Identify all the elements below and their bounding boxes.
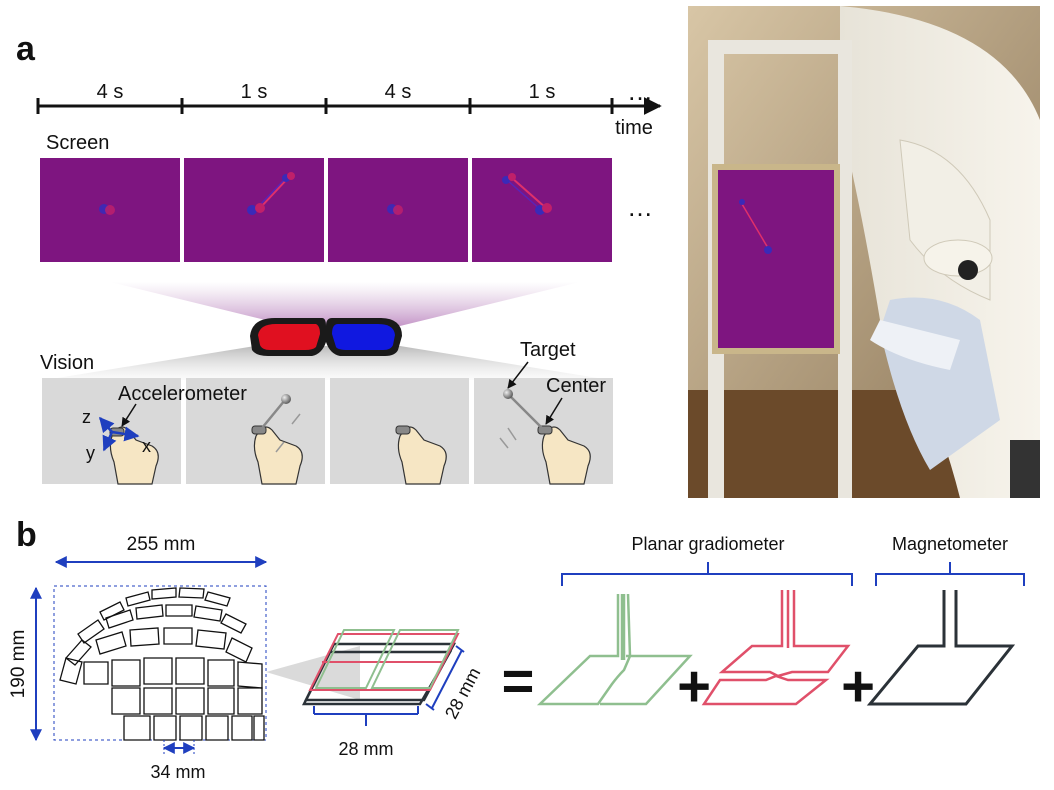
panel-letter-b: b [16, 516, 37, 554]
axis-y-label: y [86, 443, 95, 463]
zoom-wedge [266, 646, 360, 700]
plus-sign: + [841, 654, 875, 719]
helmet-sensor-layout: 255 mm 190 mm 34 mm [8, 534, 268, 782]
hand-icon [99, 416, 159, 485]
sensor-module: 28 mm 28 mm [301, 629, 484, 759]
magnetometer-coil [866, 590, 1016, 706]
helmet-width-label: 255 mm [127, 534, 196, 555]
axis-z-label: z [82, 407, 91, 427]
planar-gradiometer-label: Planar gradiometer [631, 534, 784, 554]
accelerometer-pointer [121, 403, 137, 427]
timeline-segment-label: 4 s [97, 81, 124, 103]
magnetometer-bracket [875, 562, 1025, 586]
vision-beam [45, 346, 610, 380]
hand-icon [499, 389, 591, 485]
timeline-segment-label: 1 s [529, 81, 556, 103]
hand-icon [395, 425, 447, 485]
timeline-segment-label: 1 s [241, 81, 268, 103]
3d-glasses-icon [250, 318, 402, 356]
target-pointer [507, 361, 529, 389]
target-stimulus-icon [247, 172, 295, 215]
screen-label: Screen [46, 132, 109, 154]
panel-letter-a: a [16, 30, 36, 68]
red-gradiometer-coil [701, 590, 851, 706]
helmet-height-label: 190 mm [8, 630, 29, 699]
target-stimulus-icon [502, 173, 552, 215]
magnetometer-label: Magnetometer [892, 534, 1008, 554]
axis-x-label: x [142, 436, 151, 456]
projection-beam [110, 282, 580, 326]
gradiometer-bracket [561, 562, 853, 586]
timeline-ellipsis: … [627, 76, 653, 106]
center-dot-icon [387, 204, 403, 215]
center-pointer [545, 397, 563, 425]
green-gradiometer-coil [536, 593, 693, 706]
target-label: Target [520, 339, 576, 361]
sensor-pitch-label: 34 mm [150, 762, 205, 782]
vision-row: z y x Accelerometer Target Center [42, 339, 613, 485]
timeline-axis-label: time [615, 117, 653, 139]
equals-sign: = [502, 649, 535, 712]
vision-label: Vision [40, 352, 94, 374]
center-label: Center [546, 375, 606, 397]
screen-row: … [40, 158, 653, 262]
screen-ellipsis: … [627, 192, 653, 222]
timeline: 4 s 1 s 4 s 1 s … time [36, 76, 662, 139]
coil-depth-label: 28 mm [441, 664, 484, 722]
hand-icon [251, 394, 303, 485]
coil-width-label: 28 mm [338, 739, 393, 759]
meg-scanner-photo [688, 6, 1040, 498]
timeline-segment-label: 4 s [385, 81, 412, 103]
accelerometer-label: Accelerometer [118, 383, 247, 405]
center-dot-icon [99, 204, 115, 215]
